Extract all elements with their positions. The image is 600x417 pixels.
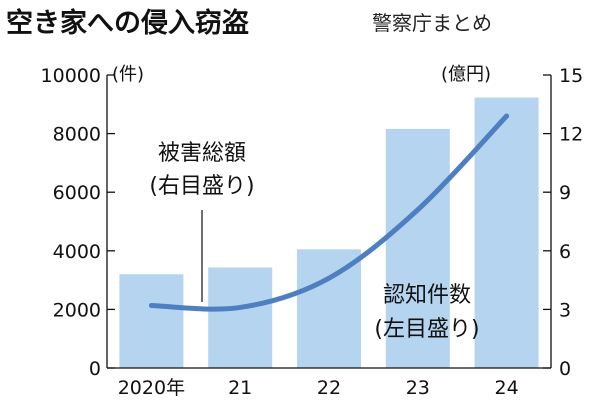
bar-2: [297, 249, 361, 368]
right-tick-label-5: 15: [559, 65, 583, 87]
bar-0: [119, 274, 184, 368]
left-tick-label-1: 2000: [53, 299, 101, 321]
bar-annotation-scale: (左目盛り): [374, 317, 479, 342]
right-tick-label-2: 6: [559, 241, 571, 263]
right-tick-label-3: 9: [559, 182, 571, 204]
left-tick-label-2: 4000: [53, 241, 101, 263]
left-tick-label-3: 6000: [53, 182, 101, 204]
right-tick-label-1: 3: [559, 299, 571, 321]
category-label-4: 24: [495, 377, 519, 399]
line-annotation-scale: (右目盛り): [149, 174, 254, 199]
bars-group: [119, 97, 539, 368]
right-tick-label-4: 12: [559, 124, 583, 146]
bar-3: [385, 128, 450, 368]
ticks-group: 0 2000 4000 6000 8000 10000 0 3 6 9 12 15: [41, 65, 584, 380]
left-tick-label-5: 10000: [41, 65, 101, 87]
category-labels-group: 2020年 21 22 23 24: [118, 377, 519, 399]
axes-group: [106, 75, 552, 369]
left-tick-label-0: 0: [89, 358, 101, 380]
right-tick-label-0: 0: [559, 358, 571, 380]
line-annotation-name: 被害総額: [158, 141, 246, 166]
category-label-3: 23: [406, 377, 430, 399]
category-label-2: 22: [317, 377, 341, 399]
line-series-path: [148, 113, 510, 312]
right-axis-unit: (億円): [441, 64, 491, 85]
left-axis-unit: (件): [112, 64, 144, 85]
line-group: [148, 113, 510, 312]
category-label-1: 21: [228, 377, 252, 399]
category-label-0: 2020年: [118, 377, 185, 399]
chart-title: 空き家への侵入窃盗: [6, 7, 249, 39]
bar-annotation-name: 認知件数: [383, 283, 471, 308]
chart-source: 警察庁まとめ: [372, 11, 492, 35]
left-tick-label-4: 8000: [53, 124, 101, 146]
bar-1: [208, 267, 273, 368]
